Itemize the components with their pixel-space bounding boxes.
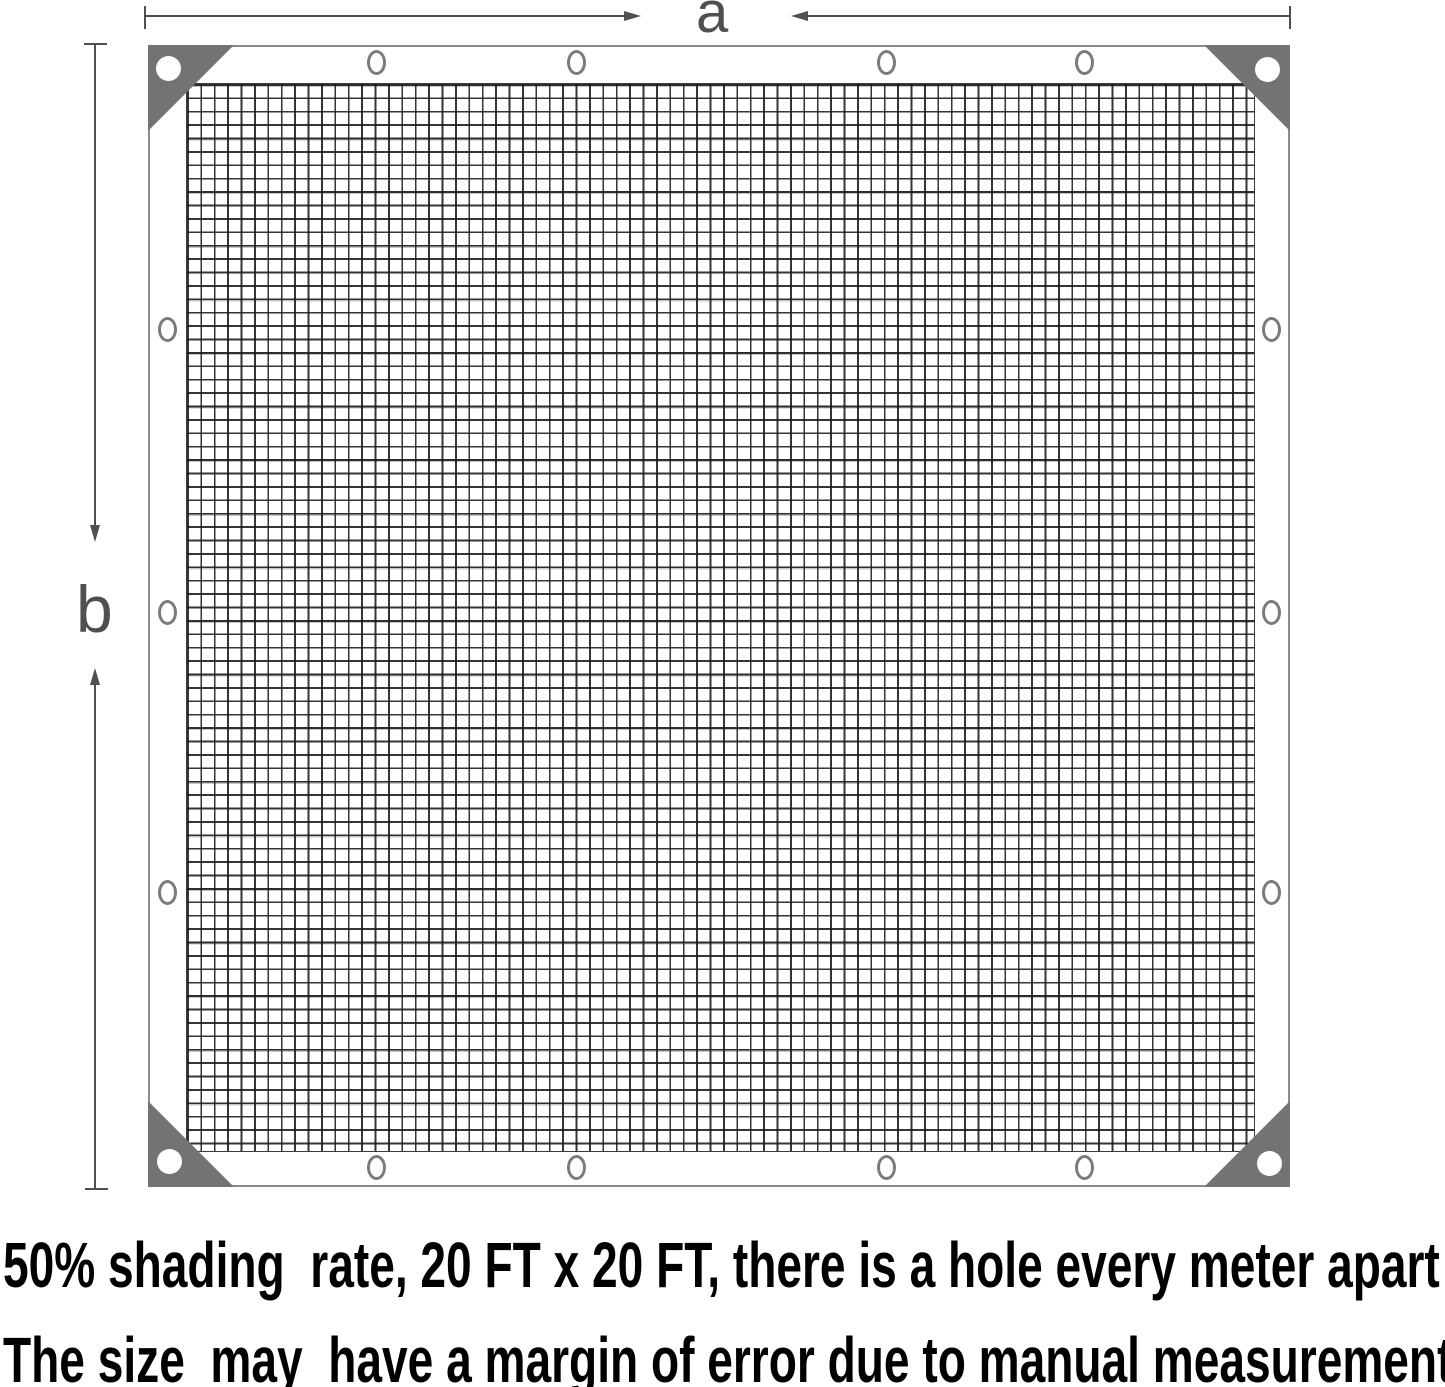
caption-line-1: 50% shading rate, 20 FT x 20 FT, there i…: [3, 1229, 1440, 1301]
grommet-hole-icon: [1257, 1151, 1282, 1176]
dim-a-left-arrow-icon: [791, 11, 808, 21]
grommet-icon: [567, 1155, 586, 1180]
grommet-hole-icon: [157, 1149, 182, 1174]
dim-b-lower-line: [94, 685, 96, 1188]
dim-a-left-tick: [144, 6, 146, 29]
grommet-icon: [877, 1155, 896, 1180]
grommet-icon: [367, 50, 386, 75]
dim-a-right-tick: [1289, 6, 1291, 29]
grommet-icon: [877, 50, 896, 75]
grommet-hole-icon: [1255, 57, 1280, 82]
grommet-icon: [1262, 880, 1281, 905]
dim-b-upper-line: [94, 45, 96, 525]
mesh-net: [186, 83, 1255, 1152]
grommet-icon: [1262, 317, 1281, 342]
grommet-icon: [1075, 1155, 1094, 1180]
grommet-icon: [567, 50, 586, 75]
dim-a-right-arrow-icon: [624, 11, 641, 21]
grommet-icon: [1075, 50, 1094, 75]
dim-a-right-line: [808, 15, 1291, 17]
dim-a-label: a: [696, 0, 729, 45]
shade-net-tarp: [148, 45, 1290, 1187]
dim-b-up-arrow-icon: [90, 668, 100, 685]
grommet-hole-icon: [156, 56, 181, 81]
caption-line-2: The size may have a margin of error due …: [3, 1324, 1445, 1387]
grommet-icon: [158, 880, 177, 905]
grommet-icon: [1262, 600, 1281, 625]
grommet-icon: [158, 600, 177, 625]
dim-b-down-arrow-icon: [90, 525, 100, 542]
dim-b-top-tick: [84, 43, 107, 45]
dim-b-label: b: [76, 572, 113, 646]
dim-a-left-line: [146, 15, 624, 17]
grommet-icon: [158, 317, 177, 342]
dim-b-bottom-tick: [85, 1188, 108, 1190]
grommet-icon: [367, 1155, 386, 1180]
